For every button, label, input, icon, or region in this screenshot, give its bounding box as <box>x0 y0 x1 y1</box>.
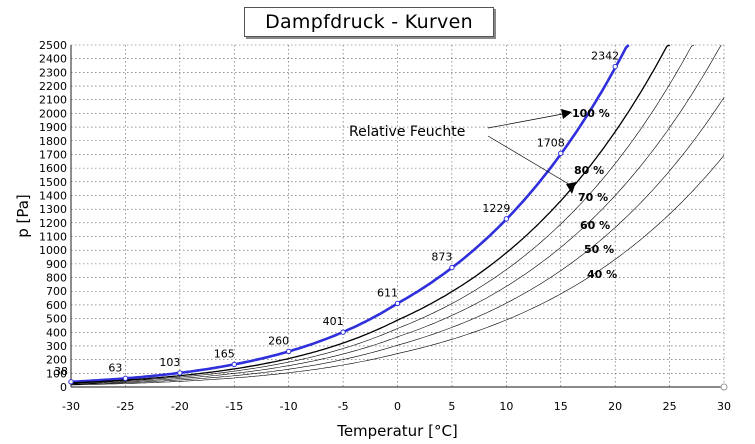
y-tick-label: 1600 <box>39 162 67 175</box>
y-tick-label: 1200 <box>39 217 67 230</box>
data-label: 611 <box>377 286 398 299</box>
x-tick-label: 10 <box>499 400 513 413</box>
axis-end-marker <box>720 383 728 391</box>
chart-title: Dampfdruck - Kurven <box>244 7 494 37</box>
y-tick-label: 2500 <box>39 39 67 52</box>
data-point <box>449 264 455 271</box>
y-tick-label: 2400 <box>39 53 67 66</box>
y-tick-label: 600 <box>46 299 67 312</box>
data-label: 1229 <box>482 202 510 215</box>
y-tick-label: 900 <box>46 258 67 271</box>
data-label: 63 <box>108 361 122 374</box>
y-tick-label: 0 <box>60 381 67 394</box>
annotation-arrow-line <box>487 135 573 187</box>
grid <box>70 44 725 388</box>
data-point <box>68 379 74 385</box>
y-tick-label: 100 <box>46 367 67 380</box>
data-label: 260 <box>268 334 289 347</box>
labels: 38 63 103 165 260 401 611 873 1229 1708 2342 100 % 8… <box>54 50 619 378</box>
series-line-40-percent <box>71 155 725 386</box>
data-point <box>558 150 564 157</box>
rh-label-80-percent: 80 % <box>574 164 604 177</box>
y-tick-label: 1100 <box>39 231 67 244</box>
x-tick-label: 0 <box>394 400 401 413</box>
data-point <box>285 348 292 355</box>
x-tick-label: -25 <box>116 400 134 413</box>
y-tick-label: 400 <box>46 326 67 339</box>
x-tick-label: -30 <box>62 400 80 413</box>
annotation-arrow-line <box>487 112 569 129</box>
y-tick-label: 2000 <box>39 107 67 120</box>
annotation-arrowhead <box>566 182 576 194</box>
x-tick-label: 25 <box>663 400 677 413</box>
y-tick-label: 1000 <box>39 244 67 257</box>
y-tick-label: 1700 <box>39 148 67 161</box>
y-tick-label: 1400 <box>39 189 67 202</box>
data-point <box>177 370 183 376</box>
series-line-50-percent <box>70 97 725 385</box>
series-line-60-percent <box>70 44 722 385</box>
y-tick-label: 500 <box>46 313 67 326</box>
x-tick-label: 15 <box>554 400 568 413</box>
data-label: 401 <box>323 315 344 328</box>
series-line-80-percent <box>70 44 670 384</box>
y-tick-label: 1300 <box>39 203 67 216</box>
annotation-arrowhead <box>561 109 572 119</box>
y-tick-label: 1800 <box>39 135 67 148</box>
x-tick-label: 5 <box>448 400 455 413</box>
data-point <box>503 216 510 222</box>
x-tick-label: -15 <box>225 400 243 413</box>
x-tick-label: -5 <box>338 400 349 413</box>
x-tick-label: -10 <box>280 400 298 413</box>
rh-label-60-percent: 60 % <box>580 219 610 232</box>
data-label: 2342 <box>591 50 619 63</box>
y-axis-label: p [Pa] <box>14 194 32 238</box>
series-line-100-percent <box>70 44 630 384</box>
x-tick-label: 20 <box>608 400 622 413</box>
data-label: 38 <box>54 365 68 378</box>
rh-label-50-percent: 50 % <box>584 243 614 256</box>
series-lines <box>70 44 725 386</box>
rh-label-100-percent: 100 % <box>572 107 610 120</box>
rh-label-40-percent: 40 % <box>587 268 617 281</box>
y-tick-label: 2100 <box>39 94 67 107</box>
data-point <box>122 375 129 382</box>
data-label: 1708 <box>537 136 565 149</box>
x-axis-label: Temperatur [°C] <box>336 422 458 440</box>
y-tick-label: 700 <box>46 285 67 298</box>
y-tick-label: 2200 <box>39 80 67 93</box>
y-tick-label: 1500 <box>39 176 67 189</box>
data-point <box>612 63 618 70</box>
data-point <box>394 300 401 307</box>
rh-label-70-percent: 70 % <box>578 191 608 204</box>
data-label: 165 <box>214 347 235 360</box>
y-tick-label: 800 <box>46 272 67 285</box>
series-line-70-percent <box>70 44 695 384</box>
data-label: 103 <box>159 356 180 369</box>
y-tick-label: 200 <box>46 354 67 367</box>
x-tick-label: -20 <box>171 400 189 413</box>
data-label: 873 <box>431 251 452 264</box>
data-point <box>340 329 346 335</box>
data-points <box>68 63 618 385</box>
x-tick-label: 30 <box>717 400 731 413</box>
y-tick-label: 1900 <box>39 121 67 134</box>
y-tick-label: 300 <box>46 340 67 353</box>
data-point <box>231 361 237 368</box>
annotation-relative-feuchte: Relative Feuchte <box>349 124 465 140</box>
y-tick-label: 2300 <box>39 66 67 79</box>
axes: 0100200300400500600700800900100011001200… <box>14 39 731 440</box>
